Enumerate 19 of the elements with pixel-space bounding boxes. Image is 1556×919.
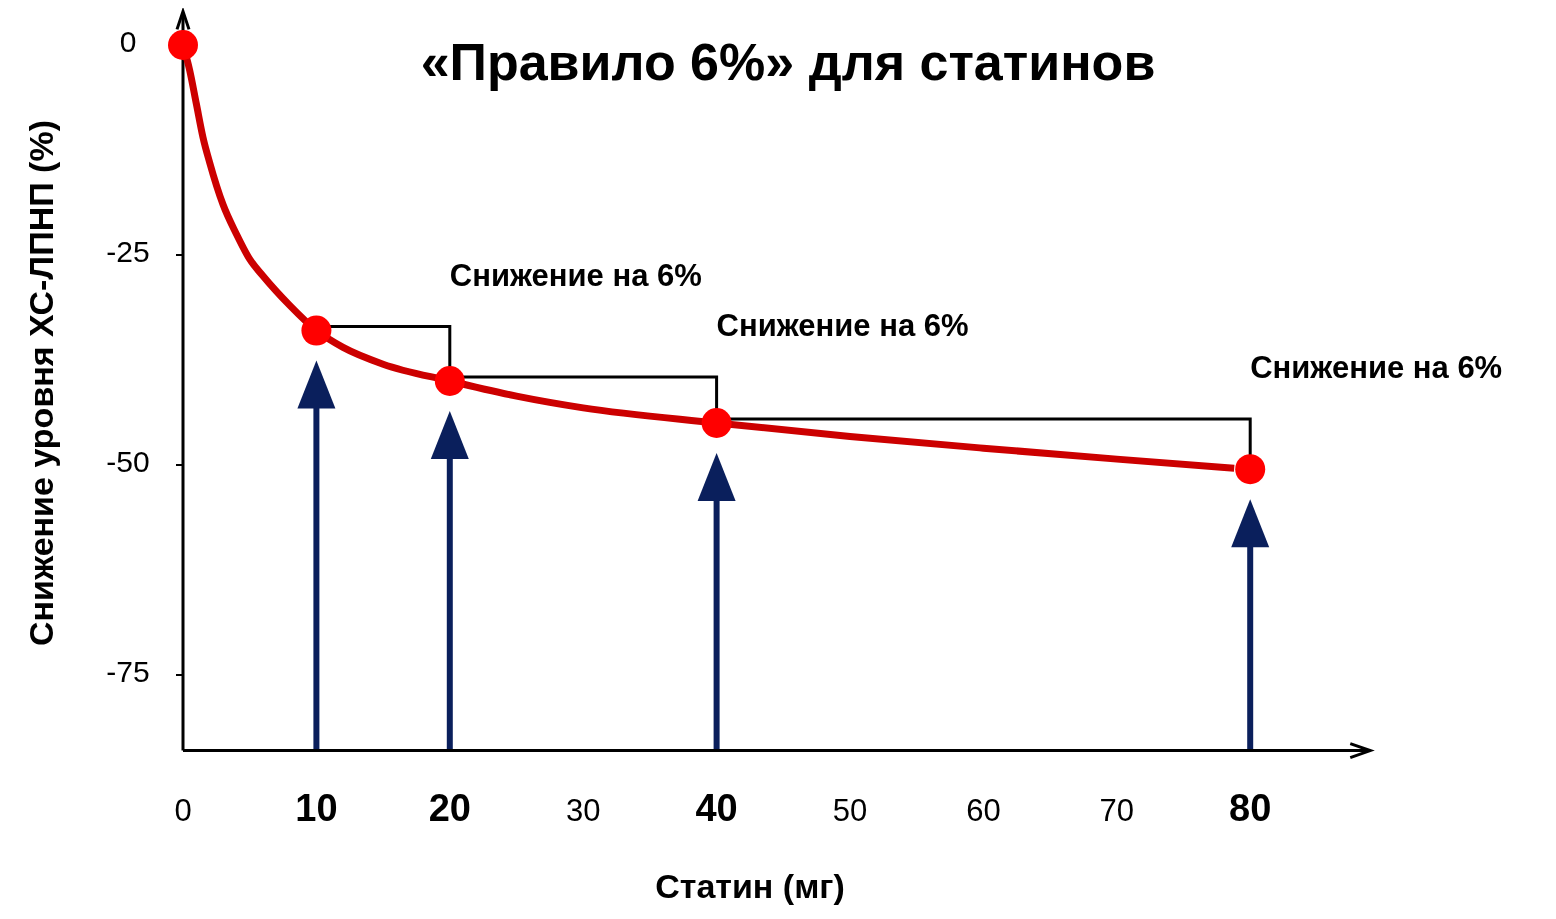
- annotation: Снижение на 6%: [1250, 350, 1503, 385]
- x-tick-label: 70: [1099, 792, 1135, 828]
- y-tick-label: -25: [106, 234, 150, 268]
- chart-title: «Правило 6%» для статинов: [420, 33, 1156, 91]
- x-tick-label: 40: [695, 786, 738, 829]
- x-tick-label: 20: [428, 786, 471, 829]
- x-tick-label: 0: [174, 792, 192, 828]
- x-tick-label: 30: [565, 792, 601, 828]
- annotation: Снижение на 6%: [716, 308, 969, 343]
- x-axis-title: Статин (мг): [655, 867, 845, 905]
- x-tick-label: 60: [966, 792, 1001, 828]
- y-tick-label: -50: [106, 444, 150, 478]
- x-tick-label: 80: [1229, 786, 1272, 829]
- y-axis-title: Снижение уровня ХС-ЛПНП (%): [22, 120, 60, 646]
- annotation: Снижение на 6%: [449, 257, 702, 293]
- y-tick-label: 0: [119, 24, 137, 58]
- x-tick-label: 10: [295, 786, 338, 829]
- x-tick-label: 50: [832, 792, 868, 828]
- y-tick-label: -75: [106, 654, 150, 688]
